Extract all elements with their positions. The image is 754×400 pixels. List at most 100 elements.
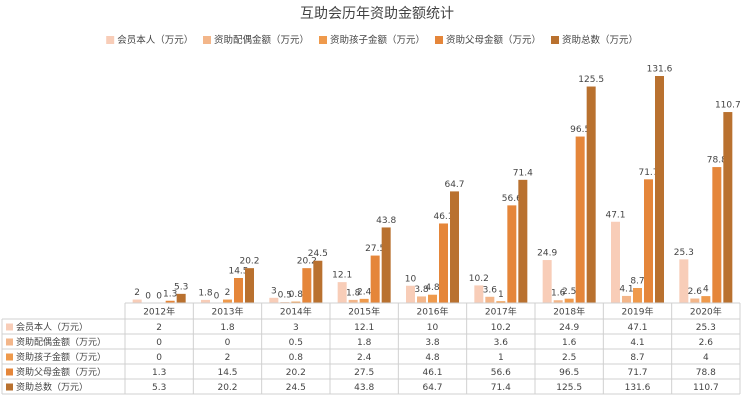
data-label: 125.5 xyxy=(578,75,604,85)
data-label: 96.5 xyxy=(570,125,590,135)
table-row-label: 资助配偶金额（万元） xyxy=(16,336,106,348)
table-cell: 0 xyxy=(156,338,162,348)
data-label: 3.8 xyxy=(414,285,429,295)
data-label: 1.6 xyxy=(551,289,566,299)
data-label: 1.8 xyxy=(198,288,213,298)
table-cell: 14.5 xyxy=(217,368,237,378)
data-label: 0.8 xyxy=(289,290,304,300)
bar xyxy=(439,223,448,303)
table-cell: 25.3 xyxy=(696,323,716,333)
bar xyxy=(553,300,563,303)
data-label: 8.7 xyxy=(630,276,644,286)
table-cell: 1.8 xyxy=(220,323,235,333)
bar xyxy=(450,191,459,303)
data-label: 27.5 xyxy=(365,244,385,254)
data-label: 43.8 xyxy=(376,216,396,226)
legend-swatch xyxy=(319,36,327,44)
data-label: 47.1 xyxy=(605,210,625,220)
data-label: 2.4 xyxy=(357,287,372,297)
table-cell: 78.8 xyxy=(696,368,716,378)
table-cell: 2.6 xyxy=(699,338,714,348)
table-legend-swatch xyxy=(6,368,13,376)
table-cell: 0.8 xyxy=(289,353,304,363)
table-cell: 56.6 xyxy=(491,368,511,378)
bar xyxy=(234,277,243,303)
table-cell: 12.1 xyxy=(354,323,374,333)
table-cell: 71.4 xyxy=(491,383,511,393)
bar xyxy=(348,299,358,303)
data-label: 2 xyxy=(225,288,231,298)
legend-label: 资助配偶金额（万元） xyxy=(214,34,309,46)
table-row-label: 资助孩子金额（万元） xyxy=(16,351,106,363)
table-cell: 2 xyxy=(156,323,162,333)
data-label: 0.5 xyxy=(278,291,292,301)
data-label: 24.9 xyxy=(537,249,557,259)
bar xyxy=(474,285,484,303)
bar xyxy=(586,86,596,303)
bar xyxy=(679,259,689,303)
bar xyxy=(701,296,711,303)
data-label: 1.8 xyxy=(346,288,361,298)
bar xyxy=(542,260,552,303)
table-legend-swatch xyxy=(6,338,13,346)
bar xyxy=(313,260,323,303)
table-cell: 2 xyxy=(225,353,231,363)
table-cell: 3.6 xyxy=(494,338,509,348)
table-legend-swatch xyxy=(6,383,13,391)
x-tick-label: 2018年 xyxy=(553,306,585,318)
bar xyxy=(245,268,254,303)
data-label: 20.2 xyxy=(297,257,317,267)
data-label: 25.3 xyxy=(674,248,694,258)
table-cell: 4.8 xyxy=(425,353,440,363)
bar xyxy=(633,287,642,303)
table-legend-swatch xyxy=(6,353,13,361)
legend-label: 资助孩子金额（万元） xyxy=(330,34,425,46)
data-label: 20.2 xyxy=(239,257,259,267)
x-tick-label: 2014年 xyxy=(280,306,312,318)
table-cell: 64.7 xyxy=(422,383,442,393)
bar xyxy=(428,294,437,303)
table-cell: 20.2 xyxy=(217,383,237,393)
x-tick-label: 2020年 xyxy=(690,306,722,318)
table-cell: 0 xyxy=(156,353,162,363)
table-legend-swatch xyxy=(6,323,13,331)
table-cell: 3.8 xyxy=(425,338,440,348)
table-cell: 110.7 xyxy=(693,383,719,393)
bar xyxy=(269,297,279,303)
data-label: 5.3 xyxy=(174,282,188,292)
legend-label: 资助父母金额（万元） xyxy=(446,34,541,46)
bar xyxy=(644,179,653,303)
data-label: 56.6 xyxy=(502,194,522,204)
table-cell: 5.3 xyxy=(152,383,166,393)
legend-swatch xyxy=(551,36,559,44)
bar xyxy=(291,301,301,303)
table-cell: 24.5 xyxy=(286,383,306,393)
table-cell: 4.1 xyxy=(630,338,644,348)
data-label: 2.5 xyxy=(562,287,576,297)
data-label: 71.4 xyxy=(513,168,533,178)
x-tick-label: 2016年 xyxy=(417,306,449,318)
bar xyxy=(655,76,664,303)
table-cell: 0 xyxy=(225,338,231,348)
table-cell: 10 xyxy=(427,323,439,333)
data-label: 1.3 xyxy=(163,289,177,299)
chart-title: 互助会历年资助金额统计 xyxy=(300,6,454,22)
bar xyxy=(370,255,380,303)
data-label: 2 xyxy=(134,288,140,298)
bar xyxy=(485,296,495,303)
table-cell: 10.2 xyxy=(491,323,511,333)
bar xyxy=(302,268,312,303)
bar xyxy=(337,282,347,303)
table-cell: 3 xyxy=(293,323,299,333)
bar xyxy=(622,295,631,303)
bar xyxy=(359,298,369,303)
data-label: 0 xyxy=(145,292,151,302)
table-row-label: 资助父母金额（万元） xyxy=(16,366,106,378)
bar xyxy=(417,296,426,303)
data-label: 110.7 xyxy=(715,101,741,111)
data-label: 0 xyxy=(214,292,220,302)
table-cell: 96.5 xyxy=(559,368,579,378)
bar xyxy=(723,112,733,304)
bar xyxy=(690,298,700,303)
table-cell: 71.7 xyxy=(627,368,647,378)
